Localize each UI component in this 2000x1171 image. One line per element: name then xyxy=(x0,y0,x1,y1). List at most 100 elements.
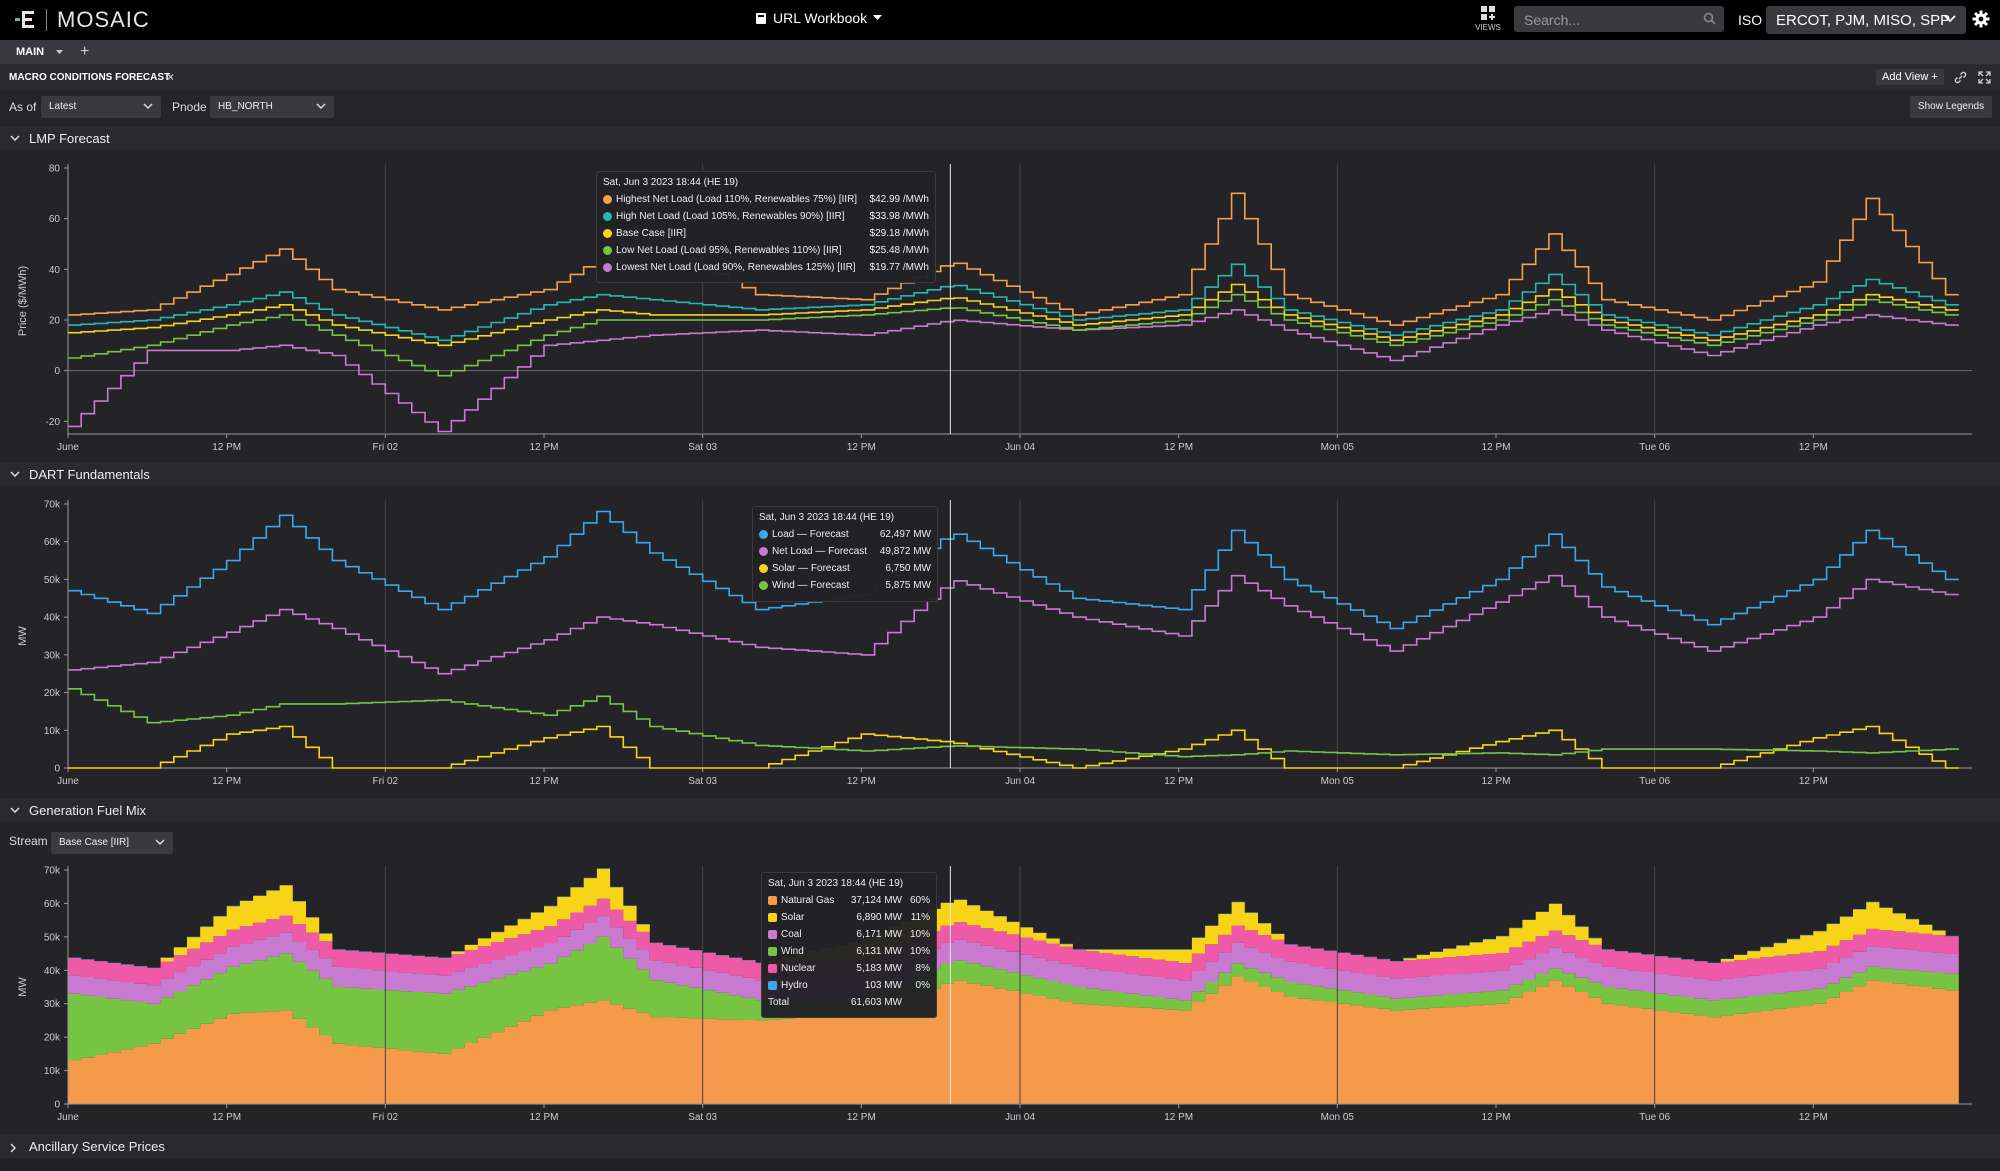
x-tick-label: Mon 05 xyxy=(1321,776,1355,787)
x-tick-label: 12 PM xyxy=(530,1112,559,1123)
tooltip-row: Lowest Net Load (Load 90%, Renewables 12… xyxy=(603,262,929,276)
tooltip-value: 5,183 MW xyxy=(856,963,902,974)
x-tick-label: 12 PM xyxy=(1799,442,1828,453)
pnode-label: Pnode xyxy=(172,100,207,114)
chevron-down-icon xyxy=(155,839,165,846)
tooltip-value: 49,872 MW xyxy=(879,546,931,557)
y-tick-label: 20k xyxy=(44,688,61,699)
series-line xyxy=(68,688,1959,758)
tooltip-row: Solar 6,890 MW 11% xyxy=(768,912,930,926)
tooltip-row: Solar — Forecast 6,750 MW xyxy=(759,563,931,577)
series-line xyxy=(68,574,1959,675)
tooltip-value: 103 MW xyxy=(864,980,902,991)
chevron-down-icon xyxy=(143,103,153,110)
area-natural-gas xyxy=(68,977,1959,1104)
tooltip-value: $19.77 /MWh xyxy=(869,262,929,273)
x-tick-label: June xyxy=(57,776,79,787)
series-swatch xyxy=(759,547,768,556)
x-tick-label: 12 PM xyxy=(212,776,241,787)
section-header-dart[interactable]: DART Fundamentals xyxy=(0,462,2000,486)
section-title-lmp: LMP Forecast xyxy=(29,131,110,146)
chevron-down-icon xyxy=(1944,15,1956,23)
tooltip-value: $33.98 /MWh xyxy=(869,211,929,222)
tooltip-label: Natural Gas xyxy=(781,895,835,906)
area-wind xyxy=(68,936,1959,1061)
tooltip-label: High Net Load (Load 105%, Renewables 90%… xyxy=(616,211,845,222)
section-header-ancillary[interactable]: Ancillary Service Prices xyxy=(0,1134,2000,1158)
link-icon[interactable] xyxy=(1954,71,1967,84)
logo-divider xyxy=(46,9,47,31)
app-logo[interactable]: MOSAIC xyxy=(14,7,150,33)
iso-value: ERCOT, PJM, MISO, SPP xyxy=(1776,12,1951,29)
tooltip-row: Wind 6,131 MW 10% xyxy=(768,946,930,960)
x-tick-label: 12 PM xyxy=(1799,776,1828,787)
series-swatch xyxy=(603,195,612,204)
tab-main[interactable]: MAIN xyxy=(0,40,72,66)
search-placeholder: Search... xyxy=(1524,12,1581,28)
x-tick-label: 12 PM xyxy=(212,442,241,453)
section-header-fuel[interactable]: Generation Fuel Mix xyxy=(0,798,2000,822)
series-line xyxy=(68,510,1959,630)
view-tab-bar: MACRO CONDITIONS FORECAST × Add View + xyxy=(0,64,2000,92)
series-swatch xyxy=(759,581,768,590)
tooltip-row: Wind — Forecast 5,875 MW xyxy=(759,580,931,594)
tooltip-percent: 0% xyxy=(915,980,930,991)
x-tick-label: 12 PM xyxy=(1482,776,1511,787)
dart-fundamentals-chart[interactable]: 0 10k 20k 30k 40k 50k 60k 70k June 12 PM Fri 02 12 … xyxy=(0,486,2000,796)
chevron-right-icon xyxy=(10,1143,16,1153)
gear-icon[interactable] xyxy=(1972,10,1990,28)
lmp-forecast-chart[interactable]: -20 0 20 40 60 80 June 12 PM Fri 02 12 PM Sat 03 12… xyxy=(0,150,2000,460)
tooltip-row: Load — Forecast 62,497 MW xyxy=(759,529,931,543)
x-tick-label: Fri 02 xyxy=(373,776,399,787)
section-header-lmp[interactable]: LMP Forecast xyxy=(0,126,2000,150)
series-swatch xyxy=(603,229,612,238)
x-tick-label: 12 PM xyxy=(530,776,559,787)
tooltip-value: 37,124 MW xyxy=(850,895,902,906)
filter-controls: As of Latest Pnode HB_NORTH Show Legends xyxy=(0,90,2000,124)
chevron-down-icon xyxy=(10,135,20,141)
iso-selector[interactable]: ERCOT, PJM, MISO, SPP xyxy=(1766,6,1966,34)
y-tick-label: 80 xyxy=(49,164,61,175)
chevron-down-icon xyxy=(873,15,883,20)
add-view-button[interactable]: Add View + xyxy=(1876,69,1944,85)
close-icon[interactable]: × xyxy=(167,70,175,84)
pnode-value: HB_NORTH xyxy=(218,101,273,112)
x-tick-label: Mon 05 xyxy=(1321,442,1355,453)
add-tab-button[interactable]: + xyxy=(80,43,90,60)
x-tick-label: 12 PM xyxy=(1799,1112,1828,1123)
y-tick-label: 30k xyxy=(44,999,61,1010)
x-tick-label: 12 PM xyxy=(1164,442,1193,453)
tooltip-value: 62,497 MW xyxy=(879,529,931,540)
coal-icon xyxy=(768,930,777,939)
tooltip-label: Solar — Forecast xyxy=(772,563,850,574)
workbook-selector[interactable]: URL Workbook xyxy=(755,10,883,26)
x-tick-label: 12 PM xyxy=(1164,776,1193,787)
views-button[interactable]: VIEWS xyxy=(1473,5,1503,32)
tooltip-label: Wind — Forecast xyxy=(772,580,850,591)
tooltip-percent: 11% xyxy=(910,912,930,923)
chart-axes: -20 0 20 40 60 80 June 12 PM Fri 02 12 PM Sat 03 12… xyxy=(17,164,1972,453)
chevron-down-icon[interactable] xyxy=(56,50,63,54)
pnode-select[interactable]: HB_NORTH xyxy=(210,96,334,118)
x-tick-label: Tue 06 xyxy=(1639,776,1670,787)
y-tick-label: 10k xyxy=(44,1066,61,1077)
generation-fuel-mix-chart[interactable]: 0 10k 20k 30k 40k 50k 60k 70k June 12 PM Fri 02 12 … xyxy=(0,822,2000,1132)
fuel-panel: Stream Base Case [IIR] 0 10k 20k 30k 40k 50k 6… xyxy=(0,822,2000,1132)
x-tick-label: 12 PM xyxy=(1482,442,1511,453)
chart-axes: 0 10k 20k 30k 40k 50k 60k 70k June 12 PM Fri 02 12 … xyxy=(17,866,1972,1123)
series-line xyxy=(68,192,1959,326)
tooltip-row: Coal 6,171 MW 10% xyxy=(768,929,930,943)
series-line xyxy=(68,725,1959,769)
show-legends-button[interactable]: Show Legends xyxy=(1910,96,1992,118)
tab-macro-conditions-forecast[interactable]: MACRO CONDITIONS FORECAST × xyxy=(0,64,182,92)
series-line xyxy=(68,293,1959,377)
expand-icon[interactable] xyxy=(1978,71,1991,84)
tooltip-value: 6,890 MW xyxy=(856,912,902,923)
stream-select[interactable]: Base Case [IIR] xyxy=(51,832,173,854)
as-of-select[interactable]: Latest xyxy=(41,96,161,118)
chart-axes: 0 10k 20k 30k 40k 50k 60k 70k June 12 PM Fri 02 12 … xyxy=(17,500,1972,787)
chevron-down-icon xyxy=(316,103,326,110)
lmp-panel: -20 0 20 40 60 80 June 12 PM Fri 02 12 PM Sat 03 12… xyxy=(0,150,2000,460)
search-input[interactable]: Search... xyxy=(1514,6,1724,32)
x-tick-label: Jun 04 xyxy=(1005,442,1035,453)
